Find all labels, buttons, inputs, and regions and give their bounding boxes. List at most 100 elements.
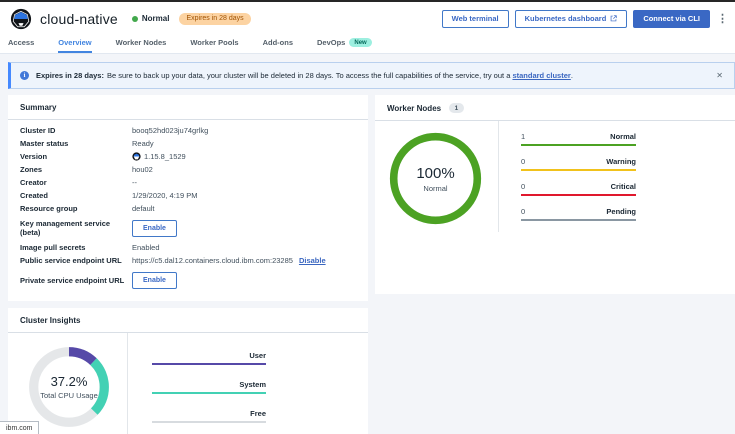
row-label: Private service endpoint URL	[20, 275, 125, 285]
banner-title: Expires in 28 days:	[36, 71, 104, 80]
legend-item-system: System	[152, 380, 266, 394]
summary-row-zones: Zones hou02	[20, 163, 356, 176]
banner-body: Be sure to back up your data, your clust…	[106, 71, 511, 80]
summary-card: Summary Cluster ID booq52hd023ju74grlkg …	[8, 95, 368, 301]
legend-label: User	[249, 351, 266, 360]
tab-devops[interactable]: DevOps New	[317, 38, 372, 53]
row-label: Image pull secrets	[20, 243, 86, 252]
legend-item-user: User	[152, 351, 266, 365]
worker-count-badge: 1	[449, 103, 464, 113]
divider	[498, 121, 499, 232]
connect-cli-button[interactable]: Connect via CLI	[633, 9, 710, 28]
row-label: Creator	[20, 178, 47, 187]
summary-row-cluster-id: Cluster ID booq52hd023ju74grlkg	[20, 124, 356, 137]
tab-access[interactable]: Access	[8, 38, 35, 47]
window-top-edge	[0, 0, 735, 2]
row-value: 1.15.8_1529	[132, 152, 186, 161]
standard-cluster-link[interactable]: standard cluster	[512, 71, 571, 80]
kubernetes-dashboard-label: Kubernetes dashboard	[524, 14, 607, 23]
new-badge: New	[349, 38, 372, 47]
row-value: Enabled	[132, 243, 160, 252]
row-label: Zones	[20, 165, 43, 174]
kms-enable-button[interactable]: Enable	[132, 219, 177, 237]
cpu-usage-donut-chart: 37.2% Total CPU Usage	[27, 345, 111, 429]
tab-add-ons[interactable]: Add-ons	[262, 38, 293, 47]
page-title: cloud-native	[40, 10, 118, 27]
row-label: Master status	[20, 139, 69, 148]
summary-row-public-endpoint: Public service endpoint URL https://c5.d…	[20, 254, 356, 267]
worker-health-value: 100%	[416, 164, 455, 182]
summary-row-created: Created 1/29/2020, 4:19 PM	[20, 189, 356, 202]
row-label: Key management service (beta)	[20, 219, 111, 237]
worker-nodes-title: Worker Nodes 1	[375, 95, 735, 121]
status-label: Normal	[141, 14, 170, 23]
summary-row-master-status: Master status Ready	[20, 137, 356, 150]
info-icon: i	[20, 71, 29, 80]
worker-health-donut-chart: 100% Normal	[388, 131, 483, 226]
row-value: hou02	[132, 165, 153, 174]
legend-count: 0	[521, 207, 526, 216]
overflow-menu-icon[interactable]: ⋮	[717, 13, 728, 25]
status-indicator: Normal	[131, 14, 170, 23]
legend-item-normal: 1 Normal	[521, 132, 636, 146]
row-label: Resource group	[20, 204, 78, 213]
row-value: Ready	[132, 139, 154, 148]
legend-label: System	[239, 380, 266, 389]
legend-item-warning: 0 Warning	[521, 157, 636, 171]
row-value: 1/29/2020, 4:19 PM	[132, 191, 198, 200]
row-label: Public service endpoint URL	[20, 256, 122, 265]
worker-nodes-title-label: Worker Nodes	[387, 103, 442, 113]
launch-icon	[611, 15, 617, 22]
banner-suffix: .	[570, 71, 573, 80]
cluster-header: cloud-native Normal Expires in 28 days W…	[0, 2, 735, 35]
main-content: i Expires in 28 days: Be sure to back up …	[0, 54, 735, 434]
legend-count: 0	[521, 157, 526, 166]
summary-row-image-pull: Image pull secrets Enabled	[20, 241, 356, 254]
legend-item-free: Free	[152, 409, 266, 423]
kubernetes-dashboard-button[interactable]: Kubernetes dashboard	[514, 9, 628, 28]
row-value: default	[132, 204, 155, 213]
tab-overview[interactable]: Overview	[58, 38, 92, 53]
row-label: Created	[20, 191, 48, 200]
banner-text: Expires in 28 days: Be sure to back up yo…	[36, 71, 573, 80]
expiry-badge: Expires in 28 days	[179, 12, 251, 25]
summary-row-resource-group: Resource group default	[20, 202, 356, 215]
tab-worker-nodes[interactable]: Worker Nodes	[115, 38, 167, 47]
legend-label: Free	[250, 409, 266, 418]
close-icon[interactable]: ✕	[716, 71, 723, 80]
cpu-usage-label: Total CPU Usage	[40, 391, 98, 400]
row-value: --	[132, 178, 137, 187]
legend-label: Normal	[610, 132, 636, 141]
kubernetes-version-icon	[132, 152, 141, 161]
tab-devops-label: DevOps	[317, 38, 346, 47]
cpu-usage-value: 37.2%	[50, 374, 88, 389]
public-endpoint-disable-link[interactable]: Disable	[298, 256, 326, 265]
summary-row-kms: Key management service (beta) Enable	[20, 215, 356, 241]
legend-item-critical: 0 Critical	[521, 182, 636, 196]
kubernetes-cluster-icon	[10, 8, 32, 30]
worker-nodes-card: Worker Nodes 1 100% Normal	[375, 95, 735, 294]
row-label: Cluster ID	[20, 126, 56, 135]
cpu-usage-legend: User System Free	[128, 333, 266, 434]
legend-label: Pending	[606, 207, 636, 216]
summary-card-title: Summary	[8, 95, 368, 120]
summary-row-private-endpoint: Private service endpoint URL Enable	[20, 267, 356, 293]
tab-bar: Access Overview Worker Nodes Worker Pool…	[0, 35, 735, 54]
worker-status-legend: 1 Normal 0 Warning 0 Critical	[499, 121, 636, 232]
web-terminal-button[interactable]: Web terminal	[441, 9, 509, 28]
divider	[127, 333, 128, 434]
row-value: booq52hd023ju74grlkg	[132, 126, 209, 135]
tab-worker-pools[interactable]: Worker Pools	[190, 38, 239, 47]
legend-item-pending: 0 Pending	[521, 207, 636, 221]
cluster-insights-title: Cluster Insights	[8, 308, 368, 333]
worker-health-label: Normal	[423, 183, 448, 193]
version-value: 1.15.8_1529	[144, 152, 186, 161]
status-dot-icon	[131, 15, 138, 22]
row-label: Version	[20, 152, 48, 161]
legend-count: 1	[521, 132, 526, 141]
cluster-insights-card: Cluster Insights 37.2% Total CPU Usage U…	[8, 308, 368, 434]
summary-row-version: Version 1.15.8_1529	[20, 150, 356, 163]
private-endpoint-enable-button[interactable]: Enable	[132, 271, 177, 289]
legend-label: Warning	[606, 157, 636, 166]
